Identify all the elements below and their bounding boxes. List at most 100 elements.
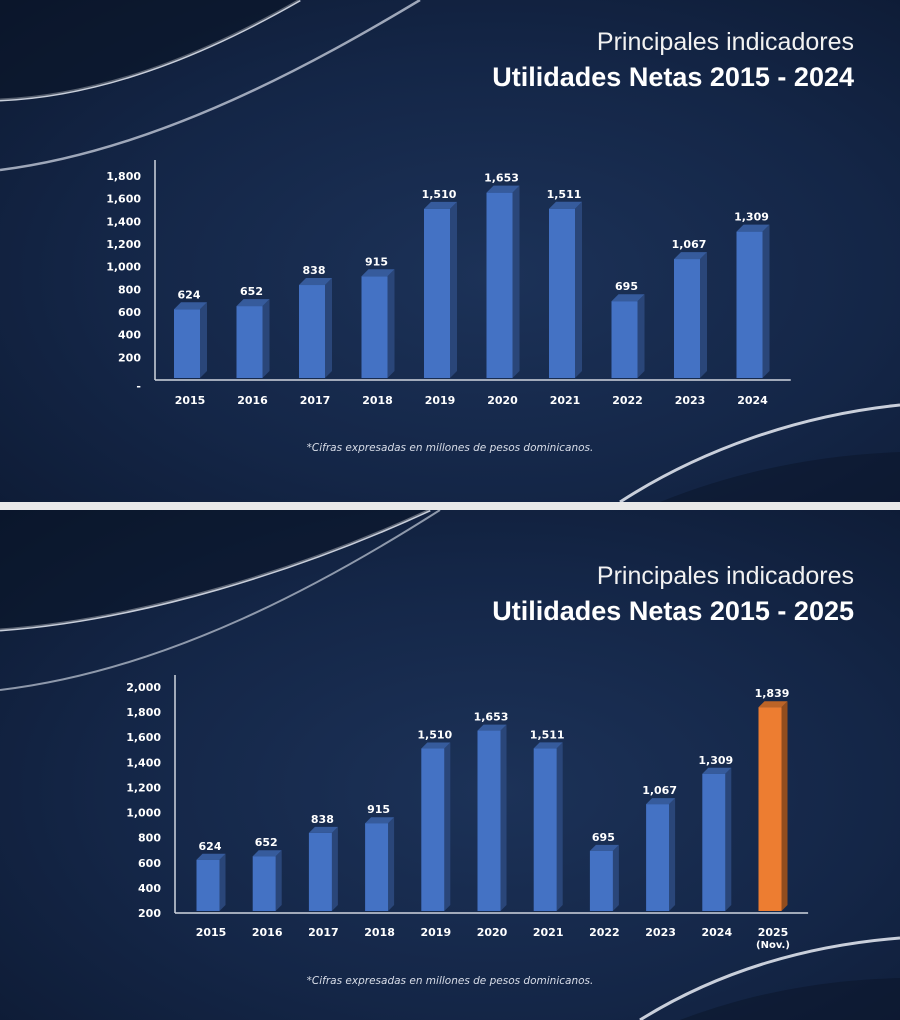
bar-2017 [308,832,332,911]
bar-top [736,224,770,232]
y-tick-label: - [136,380,141,393]
data-label: 695 [592,831,615,844]
chart-title-line2: Utilidades Netas 2015 - 2024 [492,62,854,92]
x-tick-label: 2018 [362,394,393,407]
data-label: 915 [365,255,388,268]
bar-top [611,294,645,302]
bar-top [477,724,507,731]
bar-2025 [758,707,782,911]
chart-panel-2015-2024: Principales indicadores Utilidades Netas… [0,0,900,502]
bar-side [637,294,645,378]
data-label: 1,510 [422,188,457,201]
chart-panel-2015-2025: Principales indicadores Utilidades Netas… [0,510,900,1020]
data-label: 624 [199,840,222,853]
decorative-swoosh [0,0,900,502]
bar-side [575,201,582,378]
y-tick-label: 1,800 [126,706,161,719]
bar-2019 [424,208,450,378]
bar-top [758,701,788,708]
bar-top [308,826,338,833]
bar-2021 [549,208,575,378]
data-label: 652 [255,836,278,849]
y-tick-label: 2,000 [126,681,161,694]
data-label: 1,839 [755,687,790,700]
bar-2018 [361,276,388,378]
bar-2015 [196,859,220,911]
x-tick-sublabel: (Nov.) [756,940,790,951]
data-label: 1,309 [698,754,733,767]
bar-top [589,844,619,851]
bar-side [512,185,520,378]
bar-2019 [421,748,445,911]
x-tick-label: 2015 [175,394,206,407]
bar-top [424,201,457,209]
bar-side [450,201,457,378]
bar-top [252,850,282,857]
y-tick-label: 400 [138,882,161,895]
bar-2015 [174,309,200,378]
bar-side [331,826,338,911]
x-tick-label: 2019 [420,926,451,939]
bar-side [781,701,788,911]
chart-title-line1: Principales indicadores [596,562,854,590]
data-label: 1,511 [530,728,565,741]
x-tick-label: 2023 [675,394,706,407]
bar-side [262,299,270,378]
bar-side [556,742,563,911]
bar-2020 [486,192,513,378]
x-tick-label: 2016 [237,394,268,407]
x-tick-label: 2019 [425,394,456,407]
bar-side [444,742,451,911]
footnote: *Cifras expresadas en millones de pesos … [306,975,594,987]
bar-2018 [365,823,389,911]
y-tick-label: 1,000 [106,261,141,274]
data-label: 1,309 [734,211,769,224]
bar-2021 [533,748,557,911]
bar-top [674,252,707,260]
y-tick-label: 1,600 [126,731,161,744]
bar-top [365,817,395,824]
x-tick-label: 2025 [758,926,789,939]
x-tick-label: 2022 [612,394,643,407]
bar-side [387,269,395,378]
y-tick-label: 200 [138,907,161,920]
bar-2023 [674,259,700,378]
y-tick-label: 800 [138,832,161,845]
bar-side [669,798,676,911]
x-tick-label: 2017 [300,394,331,407]
bar-2023 [646,804,670,911]
data-label: 1,067 [672,238,707,251]
bar-side [725,767,732,911]
data-label: 652 [240,285,263,298]
bar-side [275,850,282,911]
x-tick-label: 2024 [737,394,768,407]
y-tick-label: 1,400 [126,756,161,769]
y-tick-label: 1,600 [106,193,141,206]
data-label: 624 [178,288,201,301]
data-label: 1,067 [642,784,677,797]
x-tick-label: 2020 [487,394,518,407]
y-tick-label: 600 [138,857,161,870]
x-tick-label: 2021 [533,926,564,939]
bar-side [700,252,707,378]
data-label: 1,653 [484,172,519,185]
x-tick-label: 2018 [364,926,395,939]
data-label: 1,510 [417,729,452,742]
bar-top [196,853,226,860]
bar-2020 [477,730,501,911]
decorative-swoosh [0,510,900,1020]
x-tick-label: 2024 [701,926,732,939]
bar-chart: 200 400 600 800 1,000 1,200 1,400 1,600 1,800 2,0… [126,675,809,951]
bar-2022 [611,301,638,378]
bar-side [325,278,332,378]
bar-chart: - 200 400 600 800 1,000 1,200 1,400 1,600 1,800 62… [106,160,791,407]
bar-top [702,767,732,774]
bar-2022 [589,850,613,911]
bar-top [646,798,676,805]
x-tick-label: 2015 [196,926,227,939]
y-tick-label: 1,800 [106,170,141,183]
x-tick-label: 2016 [252,926,283,939]
bar-2017 [299,285,325,378]
bar-side [200,302,207,378]
chart-title-line2: Utilidades Netas 2015 - 2025 [492,596,854,626]
